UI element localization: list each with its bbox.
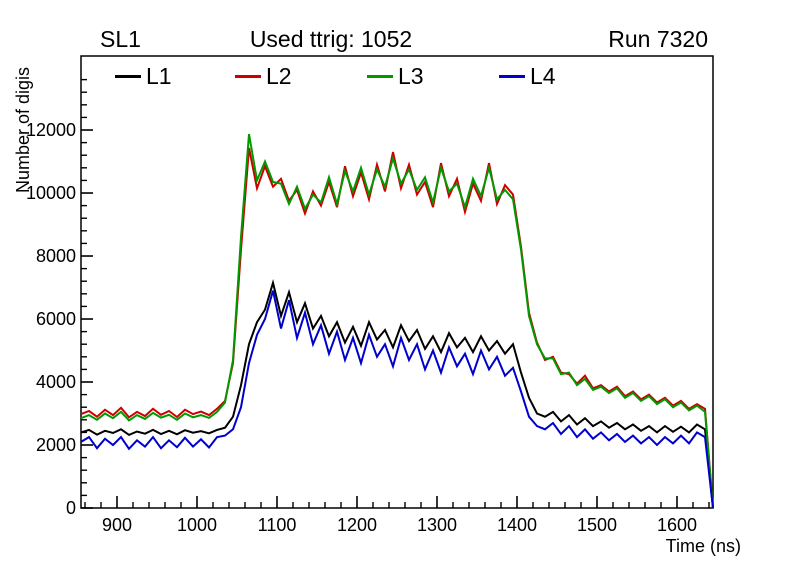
x-tick-label: 1300 [417, 515, 457, 535]
series-line-l3 [80, 133, 714, 509]
series-line-l1 [80, 278, 714, 509]
pad-title: Used ttrig: 1052 [249, 26, 413, 52]
y-tick-label: 12000 [26, 120, 76, 140]
legend-item-l2: L2 [235, 63, 292, 89]
x-tick-label: 1400 [497, 515, 537, 535]
legend-item-l1: L1 [115, 63, 172, 89]
plot-frame [80, 55, 714, 509]
y-tick-label: 4000 [36, 372, 76, 392]
legend-label: L1 [146, 63, 172, 89]
y-tick-label: 0 [66, 498, 76, 518]
run-number-title: Run 7320 [608, 26, 708, 52]
series-line-l2 [80, 147, 714, 509]
legend-label: L4 [530, 63, 556, 89]
y-tick-label: 2000 [36, 435, 76, 455]
superlayer-title: SL1 [100, 26, 141, 52]
legend-label: L3 [398, 63, 424, 89]
x-tick-label: 1600 [657, 515, 697, 535]
x-tick-label: 1000 [177, 515, 217, 535]
legend-line-icon [235, 74, 261, 78]
x-tick-label: 1100 [258, 515, 297, 535]
x-tick-label: 1200 [337, 515, 377, 535]
legend-line-icon [499, 74, 525, 78]
legend-item-l3: L3 [367, 63, 424, 89]
legend-line-icon [367, 74, 393, 78]
x-tick-label: 1500 [577, 515, 617, 535]
legend-line-icon [115, 74, 141, 78]
series-line-l4 [80, 290, 714, 509]
y-tick-label: 6000 [36, 309, 76, 329]
y-tick-label: 8000 [36, 246, 76, 266]
x-axis-title: Time (ns) [665, 536, 741, 556]
y-tick-label: 10000 [26, 183, 76, 203]
x-tick-label: 900 [102, 515, 132, 535]
legend-item-l4: L4 [499, 63, 556, 89]
legend-label: L2 [266, 63, 292, 89]
